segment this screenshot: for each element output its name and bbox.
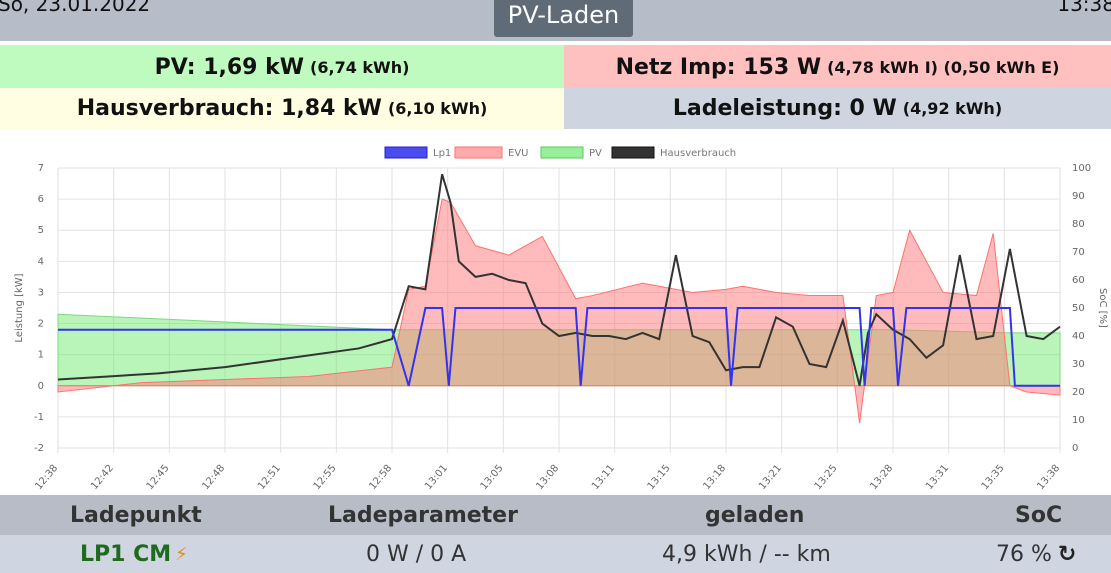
y2-tick-label: 90 [1072,191,1085,202]
header-charge-params: Ladeparameter [328,502,518,528]
time-display: 13:38 [1057,0,1111,16]
x-tick-label: 13:31 [924,463,951,492]
x-tick-label: 12:38 [33,463,60,492]
header-charged: geladen [705,502,805,528]
y-tick-label: -2 [34,443,44,454]
x-tick-label: 12:45 [145,463,172,492]
x-tick-label: 13:21 [757,463,784,492]
header-soc: SoC [1015,502,1063,528]
x-tick-label: 13:08 [534,463,561,492]
refresh-icon[interactable]: ↻ [1057,541,1077,567]
pv-energy-value: (6,74 kWh) [310,57,410,77]
legend-swatch-pv [540,146,584,159]
charged-value: 4,9 kWh / -- km [662,541,831,567]
top-bar: So, 23.01.2022 PV-Laden 13:38 [0,0,1111,41]
soc-value-cell: 76 % ↻ [996,535,1076,573]
plug-icon: ⚡ [175,543,188,565]
y2-tick-label: 50 [1072,303,1085,314]
legend-swatch-evu [454,146,503,159]
house-energy-value: (6,10 kWh) [387,99,488,118]
charge-power-stat: Ladeleistung: 0 W (4,92 kWh) [564,88,1111,129]
y-tick-label: 1 [38,350,44,361]
y2-tick-label: 60 [1072,275,1085,286]
y2-tick-label: 0 [1072,443,1078,454]
y2-tick-label: 100 [1072,163,1091,174]
y2-tick-label: 80 [1072,219,1085,230]
x-tick-label: 13:35 [980,463,1007,492]
x-tick-label: 13:11 [590,463,617,492]
legend-label-lp1: Lp1 [433,148,451,159]
y-tick-label: 6 [38,194,44,205]
legend-label-hausverbrauch: Hausverbrauch [660,148,736,159]
grid-import-label: Netz Imp: 153 W [615,54,822,80]
x-tick-label: 13:05 [479,463,506,492]
y-axis-label: Leistung [kW] [14,273,25,342]
x-tick-label: 13:25 [813,463,840,492]
legend-swatch-hausverbrauch [611,146,655,159]
house-consumption-label: Hausverbrauch: 1,84 kW [76,96,382,121]
y2-axis-label: SoC [%] [1097,288,1108,328]
charge-point-row[interactable]: LP1 CM ⚡ 0 W / 0 A 4,9 kWh / -- km 76 % … [0,535,1111,573]
y-tick-label: 5 [38,225,44,236]
charge-power-label: Ladeleistung: 0 W [672,96,897,121]
y2-tick-label: 10 [1072,415,1085,426]
x-tick-label: 12:58 [367,463,394,492]
header-charge-point: Ladepunkt [70,502,202,528]
y-tick-label: 7 [38,163,44,174]
y-tick-label: 0 [38,381,44,392]
x-tick-label: 12:42 [89,463,116,492]
y-tick-label: 3 [38,287,44,298]
y2-tick-label: 30 [1072,359,1085,370]
x-tick-label: 13:18 [701,463,728,492]
series-lp1-line [58,307,1060,387]
grid-import-stat: Netz Imp: 153 W (4,78 kWh I) (0,50 kWh E… [564,45,1111,89]
charge-energy-value: (4,92 kWh) [902,99,1003,118]
x-tick-label: 13:01 [423,463,450,492]
legend-swatch-lp1 [384,146,428,159]
series-hausverbrauch-line [57,173,1061,387]
x-tick-label: 12:48 [200,463,227,492]
x-tick-label: 12:51 [256,463,283,492]
y2-tick-label: 70 [1072,247,1085,258]
y-tick-label: 4 [38,256,44,267]
soc-value: 76 % [996,541,1052,567]
pv-power-label: PV: 1,69 kW [154,54,305,80]
house-consumption-stat: Hausverbrauch: 1,84 kW (6,10 kWh) [0,88,564,129]
charge-point-name-text: LP1 CM [80,541,172,567]
date-display: So, 23.01.2022 [0,0,151,16]
y2-tick-label: 40 [1072,331,1085,342]
charge-point-table-header: Ladepunkt Ladeparameter geladen SoC [0,495,1111,535]
series-evu-area [57,198,1061,424]
x-tick-label: 13:28 [868,463,895,492]
y-tick-label: 2 [38,319,44,330]
charge-point-name[interactable]: LP1 CM ⚡ [80,535,188,573]
legend-label-evu: EVU [508,148,528,159]
mode-title[interactable]: PV-Laden [494,0,633,37]
y-tick-label: -1 [34,412,44,423]
x-tick-label: 13:15 [646,463,673,492]
y2-tick-label: 20 [1072,387,1085,398]
x-tick-label: 13:38 [1035,463,1062,492]
pv-power-stat: PV: 1,69 kW (6,74 kWh) [0,45,564,89]
legend-label-pv: PV [589,148,602,159]
charge-params-value: 0 W / 0 A [366,541,467,567]
grid-energy-value: (4,78 kWh I) (0,50 kWh E) [827,57,1060,77]
x-tick-label: 12:55 [312,463,339,492]
